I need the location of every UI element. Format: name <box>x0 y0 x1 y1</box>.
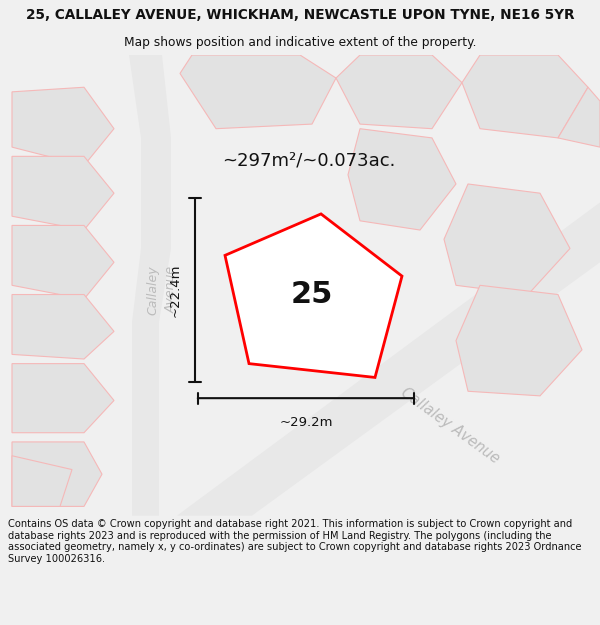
Text: Contains OS data © Crown copyright and database right 2021. This information is : Contains OS data © Crown copyright and d… <box>8 519 581 564</box>
Polygon shape <box>558 88 600 147</box>
Text: 25: 25 <box>291 280 333 309</box>
Text: 25, CALLALEY AVENUE, WHICKHAM, NEWCASTLE UPON TYNE, NE16 5YR: 25, CALLALEY AVENUE, WHICKHAM, NEWCASTLE… <box>26 8 574 22</box>
Polygon shape <box>348 129 456 230</box>
Text: ~22.4m: ~22.4m <box>169 263 182 317</box>
Polygon shape <box>12 364 114 432</box>
Polygon shape <box>462 55 588 138</box>
Text: ~29.2m: ~29.2m <box>279 416 333 429</box>
Polygon shape <box>177 202 600 516</box>
Polygon shape <box>456 285 582 396</box>
Text: ~297m²/~0.073ac.: ~297m²/~0.073ac. <box>223 152 395 170</box>
Polygon shape <box>12 88 114 166</box>
Text: Callaley
Avenue: Callaley Avenue <box>146 265 178 315</box>
Polygon shape <box>12 226 114 299</box>
Polygon shape <box>444 184 570 294</box>
Polygon shape <box>225 214 402 378</box>
Text: Map shows position and indicative extent of the property.: Map shows position and indicative extent… <box>124 36 476 49</box>
Polygon shape <box>12 156 114 230</box>
Polygon shape <box>12 456 72 506</box>
Polygon shape <box>180 55 336 129</box>
Text: Callaley Avenue: Callaley Avenue <box>398 385 502 466</box>
Polygon shape <box>120 55 171 516</box>
Polygon shape <box>12 294 114 359</box>
Polygon shape <box>336 55 462 129</box>
Polygon shape <box>12 442 102 506</box>
